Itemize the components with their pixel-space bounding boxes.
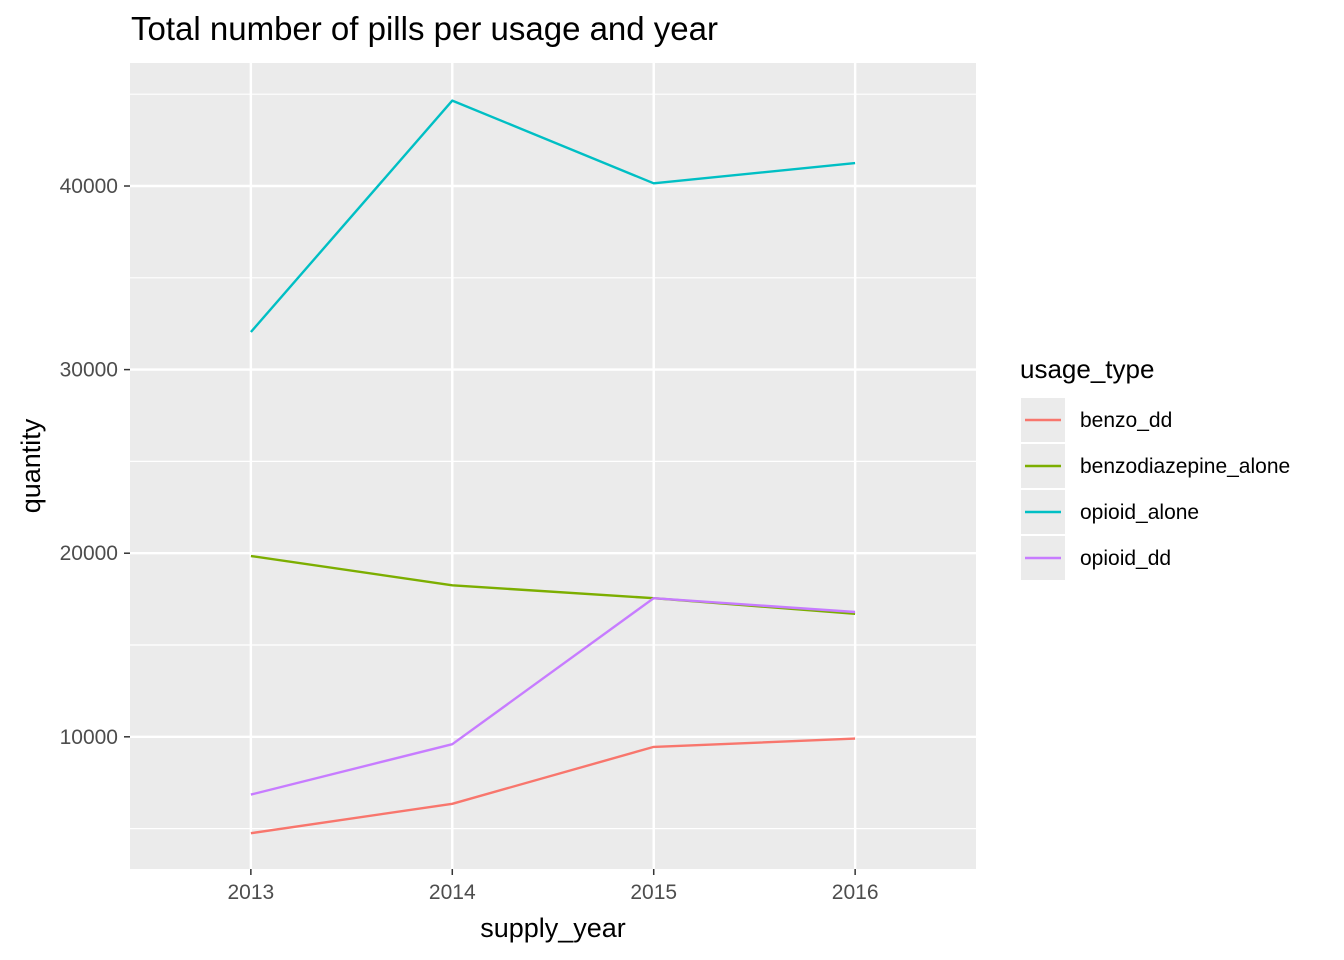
x-tick-label: 2013 [227,881,274,904]
series-line-benzo-dd [250,737,856,835]
major-gridlines [130,63,976,869]
legend-label: opioid_dd [1080,547,1171,570]
x-tick-label: 2015 [630,881,677,904]
legend-label: benzo_dd [1080,409,1172,432]
plot-panel [130,63,976,869]
series-line-opioid-alone [249,99,856,333]
legend-title: usage_type [1020,354,1154,384]
y-tick-label: 40000 [60,175,118,198]
y-tick-label: 10000 [60,726,118,749]
x-axis: 2013 2014 2015 2016 [227,869,879,904]
x-axis-title: supply_year [480,913,626,943]
y-axis-title: quantity [16,418,46,513]
y-tick-label: 30000 [60,359,118,382]
legend-item: opioid_dd [1021,536,1171,580]
legend-item: benzodiazepine_alone [1021,444,1290,488]
legend-label: benzodiazepine_alone [1080,455,1290,478]
legend-label: opioid_alone [1080,501,1199,524]
legend-items: benzo_dd benzodiazepine_alone opioid_alone… [1021,398,1290,580]
y-tick-label: 20000 [60,542,118,565]
legend-item: opioid_alone [1021,490,1199,534]
series-line-opioid-dd [250,597,856,796]
minor-gridlines [130,93,976,830]
y-axis: 10000 20000 30000 40000 [60,175,130,749]
series-lines [249,99,856,835]
legend-item: benzo_dd [1021,398,1172,442]
x-tick-label: 2014 [429,881,476,904]
x-tick-label: 2016 [832,881,879,904]
chart-title: Total number of pills per usage and year [131,10,718,47]
legend: usage_type benzo_dd benzodiazepine_aloneo… [1020,354,1290,580]
